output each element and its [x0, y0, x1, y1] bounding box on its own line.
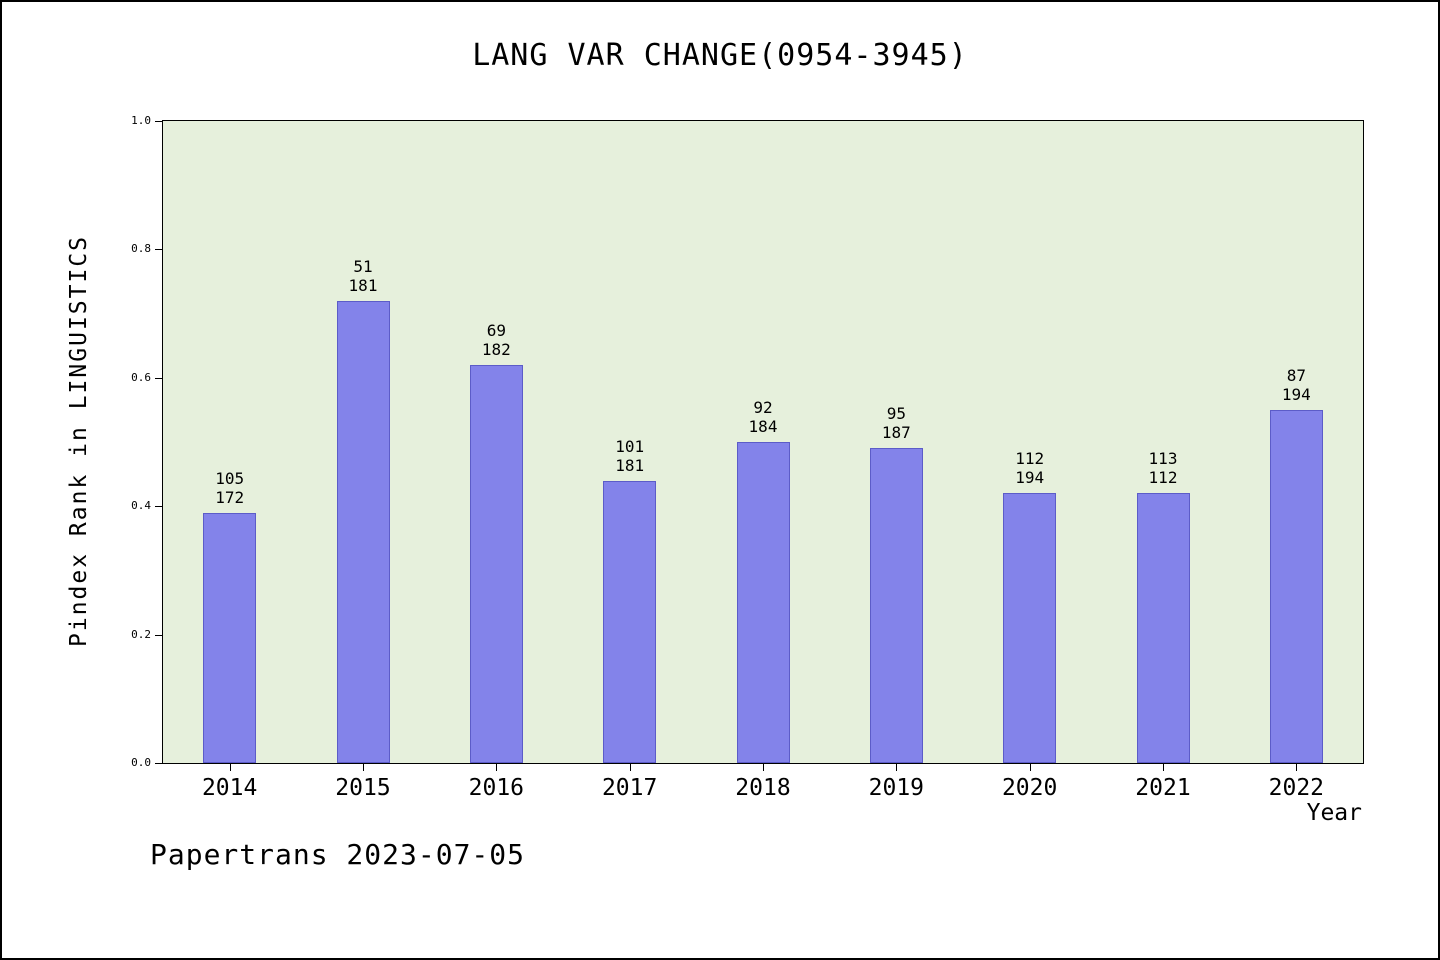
bar-value-line: 172 — [215, 487, 245, 507]
bar-value-line: 182 — [481, 339, 511, 359]
bar-2018 — [736, 442, 790, 763]
y-tick-mark — [155, 377, 162, 379]
x-tick-label: 2021 — [1135, 775, 1191, 801]
bar-value-line: 181 — [348, 275, 378, 295]
y-tick-label: 0.2 — [131, 627, 151, 641]
y-tick-label: 0.6 — [131, 370, 151, 384]
x-tick-label: 2015 — [335, 775, 391, 801]
bar-value-line: 105 — [215, 468, 245, 488]
bar-value-label: 95 187 — [836, 404, 956, 442]
x-tick-label: 2014 — [201, 775, 258, 801]
bar-value-line: 184 — [748, 417, 778, 436]
bar-2015 — [336, 300, 390, 763]
y-tick-label: 1.0 — [131, 114, 151, 127]
bar-value-label: 105 172 — [170, 469, 290, 507]
bar-value-label: 69 182 — [436, 321, 556, 359]
bar-value-line: 101 — [615, 436, 645, 456]
bar-value-line: 69 — [486, 320, 506, 340]
bar-value-line: 187 — [881, 423, 911, 443]
bar-value-line: 95 — [886, 404, 906, 424]
bar-value-label: 112 194 — [970, 449, 1090, 487]
x-tick-mark — [363, 764, 364, 771]
bar-2021 — [1136, 493, 1190, 763]
x-tick-mark — [763, 764, 764, 771]
x-tick-mark — [896, 764, 898, 771]
y-axis-label: Pindex Rank in LINGUISTICS — [66, 234, 92, 648]
bar-2014 — [203, 512, 257, 763]
x-tick-label: 2018 — [735, 775, 791, 801]
x-tick-label: 2020 — [1001, 775, 1058, 801]
x-tick-label: 2016 — [468, 775, 525, 801]
bar-value-line: 87 — [1286, 365, 1306, 385]
x-tick-label: 2019 — [868, 775, 925, 801]
bar-value-line: 92 — [753, 398, 773, 417]
bar-2019 — [869, 448, 923, 763]
x-axis-label: Year — [1306, 800, 1362, 826]
bars-container: 105 172 51 181 69 182 101 181 92 184 95 187 112 194 11… — [163, 121, 1363, 763]
y-tick-label: 0.4 — [131, 499, 151, 513]
y-tick-label: 0.8 — [131, 242, 151, 256]
x-ticks-container: 2014 2015 2016 2017 2018 2019 2020 2021 2022 — [163, 121, 1363, 801]
bar-2020 — [1003, 493, 1057, 763]
bar-2016 — [469, 364, 523, 763]
x-tick-mark — [1296, 764, 1298, 771]
bar-2017 — [603, 480, 657, 763]
y-tick-mark — [155, 249, 162, 251]
x-tick-mark — [1163, 764, 1164, 771]
y-tick-mark — [155, 763, 162, 764]
bar-value-label: 92 184 — [703, 398, 823, 436]
x-tick-mark — [229, 764, 231, 771]
y-tick-mark — [155, 634, 162, 636]
bar-value-line: 112 — [1148, 468, 1178, 488]
bar-value-line: 181 — [615, 455, 645, 475]
footer-text: Papertrans 2023-07-05 — [150, 838, 526, 871]
x-tick-label: 2022 — [1268, 775, 1325, 801]
chart-title: LANG VAR CHANGE(0954-3945) — [472, 38, 968, 73]
bar-value-line: 51 — [353, 256, 373, 276]
y-tick-label: 0.0 — [131, 756, 151, 769]
x-tick-mark — [629, 764, 631, 771]
bar-value-line: 194 — [1281, 384, 1311, 404]
y-ticks-container: 0.0 0.2 0.4 0.6 0.8 1.0 — [131, 115, 1363, 769]
bar-value-label: 101 181 — [570, 437, 690, 475]
bar-value-label: 113 112 — [1103, 449, 1223, 487]
x-tick-mark — [1029, 764, 1031, 771]
x-tick-mark — [496, 764, 498, 771]
bar-2022 — [1269, 409, 1323, 763]
bar-value-line: 112 — [1015, 449, 1045, 469]
y-tick-mark — [155, 121, 162, 122]
x-tick-label: 2017 — [601, 775, 658, 801]
bar-value-label: 87 194 — [1236, 366, 1356, 404]
bar-value-line: 194 — [1015, 468, 1045, 488]
bar-value-label: 51 181 — [303, 257, 423, 295]
y-tick-mark — [155, 506, 162, 508]
bar-value-line: 113 — [1148, 449, 1178, 469]
plot-area: 105 172 51 181 69 182 101 181 92 184 95 187 112 194 11… — [131, 115, 1364, 801]
